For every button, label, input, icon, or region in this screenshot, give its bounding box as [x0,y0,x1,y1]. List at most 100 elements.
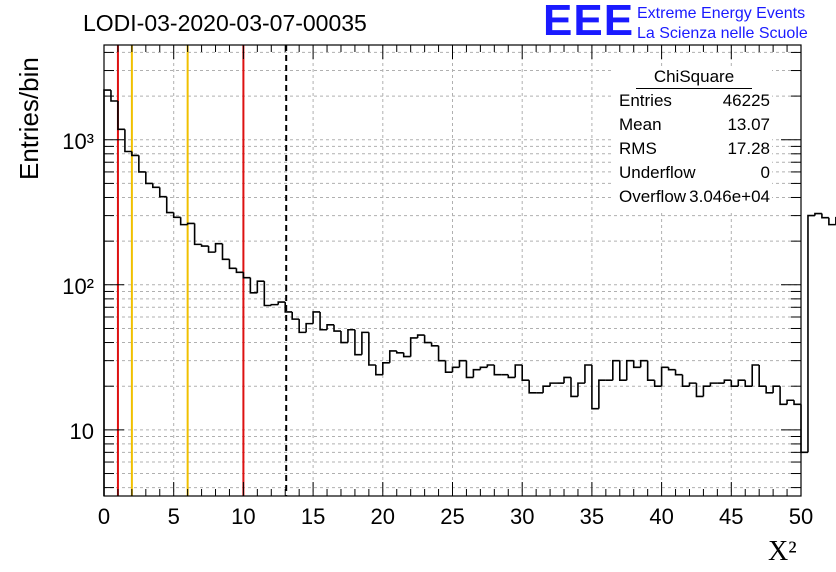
histogram-bin [465,360,474,379]
histogram-bin [786,399,795,405]
stats-value: 0 [760,163,770,182]
histogram-bin [709,382,718,387]
histogram-bin [758,365,767,387]
histogram-bin [765,386,774,394]
histogram-bin [179,217,188,226]
histogram-bin [165,196,174,214]
histogram-bin [242,272,251,279]
histogram-bin [577,382,585,397]
histogram-bin [493,365,502,376]
x-tick-label: 25 [440,504,464,529]
y-axis-label: Entries/bin [14,57,44,180]
y-tick-label: 10² [62,274,94,299]
plot-title: LODI-03-2020-03-07-00035 [83,10,367,36]
histogram-bin [521,365,530,381]
histogram-bin [570,377,578,398]
stats-value: 17.28 [727,139,770,158]
logo-line-2: La Scienza nelle Scuole [637,25,808,42]
x-tick-label: 30 [510,504,534,529]
histogram-bin [632,360,641,369]
histogram-bin [472,368,481,378]
histogram-bin [423,335,432,344]
histogram-bin [409,337,418,357]
stats-row-mean: Mean 13.07 [612,113,772,137]
histogram-bin [207,246,216,253]
histogram-bin [549,382,558,387]
histogram-bin [117,100,125,131]
histogram-bin [542,385,551,393]
histogram-bin [486,364,495,368]
x-tick-label: 0 [98,504,110,529]
histogram-bin [326,324,335,330]
x-tick-label: 20 [371,504,395,529]
reference-lines [116,45,288,496]
histogram-bin [235,268,244,274]
stats-key: Underflow [619,163,696,182]
histogram-bin [375,365,383,376]
histogram-bin [263,281,272,307]
histogram-bin [110,90,118,102]
x-tick-label: 35 [580,504,604,529]
histogram-bin [291,311,300,320]
x-tick-label: 5 [168,504,180,529]
histogram-bin [779,386,788,406]
histogram-bin [131,151,139,157]
stats-row-underflow: Underflow 0 [612,161,772,185]
histogram-bin [277,301,286,305]
stats-box: ChiSquare Entries 46225 Mean 13.07 RMS 1… [612,66,772,211]
stats-key: Mean [619,115,662,134]
histogram-bin [138,155,146,173]
histogram-bin [388,350,397,363]
histogram-bin [158,187,167,198]
stats-value: 3.046e+04 [689,187,770,206]
histogram-bin [305,322,314,333]
histogram-bin [145,171,153,185]
y-tick-label: 10 [70,419,94,444]
histogram-bin [563,376,571,384]
stats-value: 46225 [722,91,770,110]
x-tick-label: 15 [301,504,325,529]
stats-key: RMS [619,139,657,158]
histogram-bin [674,369,683,376]
histogram-bin [828,217,836,226]
histogram-bin [598,379,606,409]
histogram-bin [214,242,223,253]
histogram-bin [249,277,258,294]
histogram-bin [340,331,348,344]
stats-title: ChiSquare [636,66,752,89]
logo-line-1: Extreme Energy Events [637,5,806,22]
histogram-bin [507,374,516,379]
histogram-bin [347,328,355,343]
histogram-bin [479,366,488,370]
histogram-bin [528,380,537,394]
x-tick-label: 40 [649,504,673,529]
histogram-bin [221,243,230,261]
histogram-bin [451,366,460,373]
histogram-bin [751,364,760,387]
histogram-bin [284,302,293,313]
histogram-bin [702,385,711,397]
histogram-bin [653,380,662,387]
histogram-bin [807,214,815,453]
histogram-bin [744,380,753,387]
x-axis-label: X² [768,536,797,567]
axis-ticks [103,45,802,496]
y-tick-label: 10³ [62,129,94,154]
x-tick-label: 45 [719,504,743,529]
stats-row-rms: RMS 17.28 [612,137,772,161]
x-tick-label: 10 [231,504,255,529]
tick-labels: 0 5 10 15 20 25 30 35 40 45 50 10 10² 10³ [62,129,813,529]
stats-key: Entries [619,91,672,110]
histogram-bin [103,89,111,496]
stats-key: Overflow [619,187,687,206]
histogram-bin [395,350,404,354]
histogram-bin [186,222,195,225]
histogram-bin [458,359,467,368]
stats-row-entries: Entries 46225 [612,89,772,113]
histogram-bin [667,367,676,371]
histogram-bin [354,329,362,356]
histogram-bin [730,380,739,387]
histogram-bin [618,360,627,381]
histogram-bin [200,244,209,247]
